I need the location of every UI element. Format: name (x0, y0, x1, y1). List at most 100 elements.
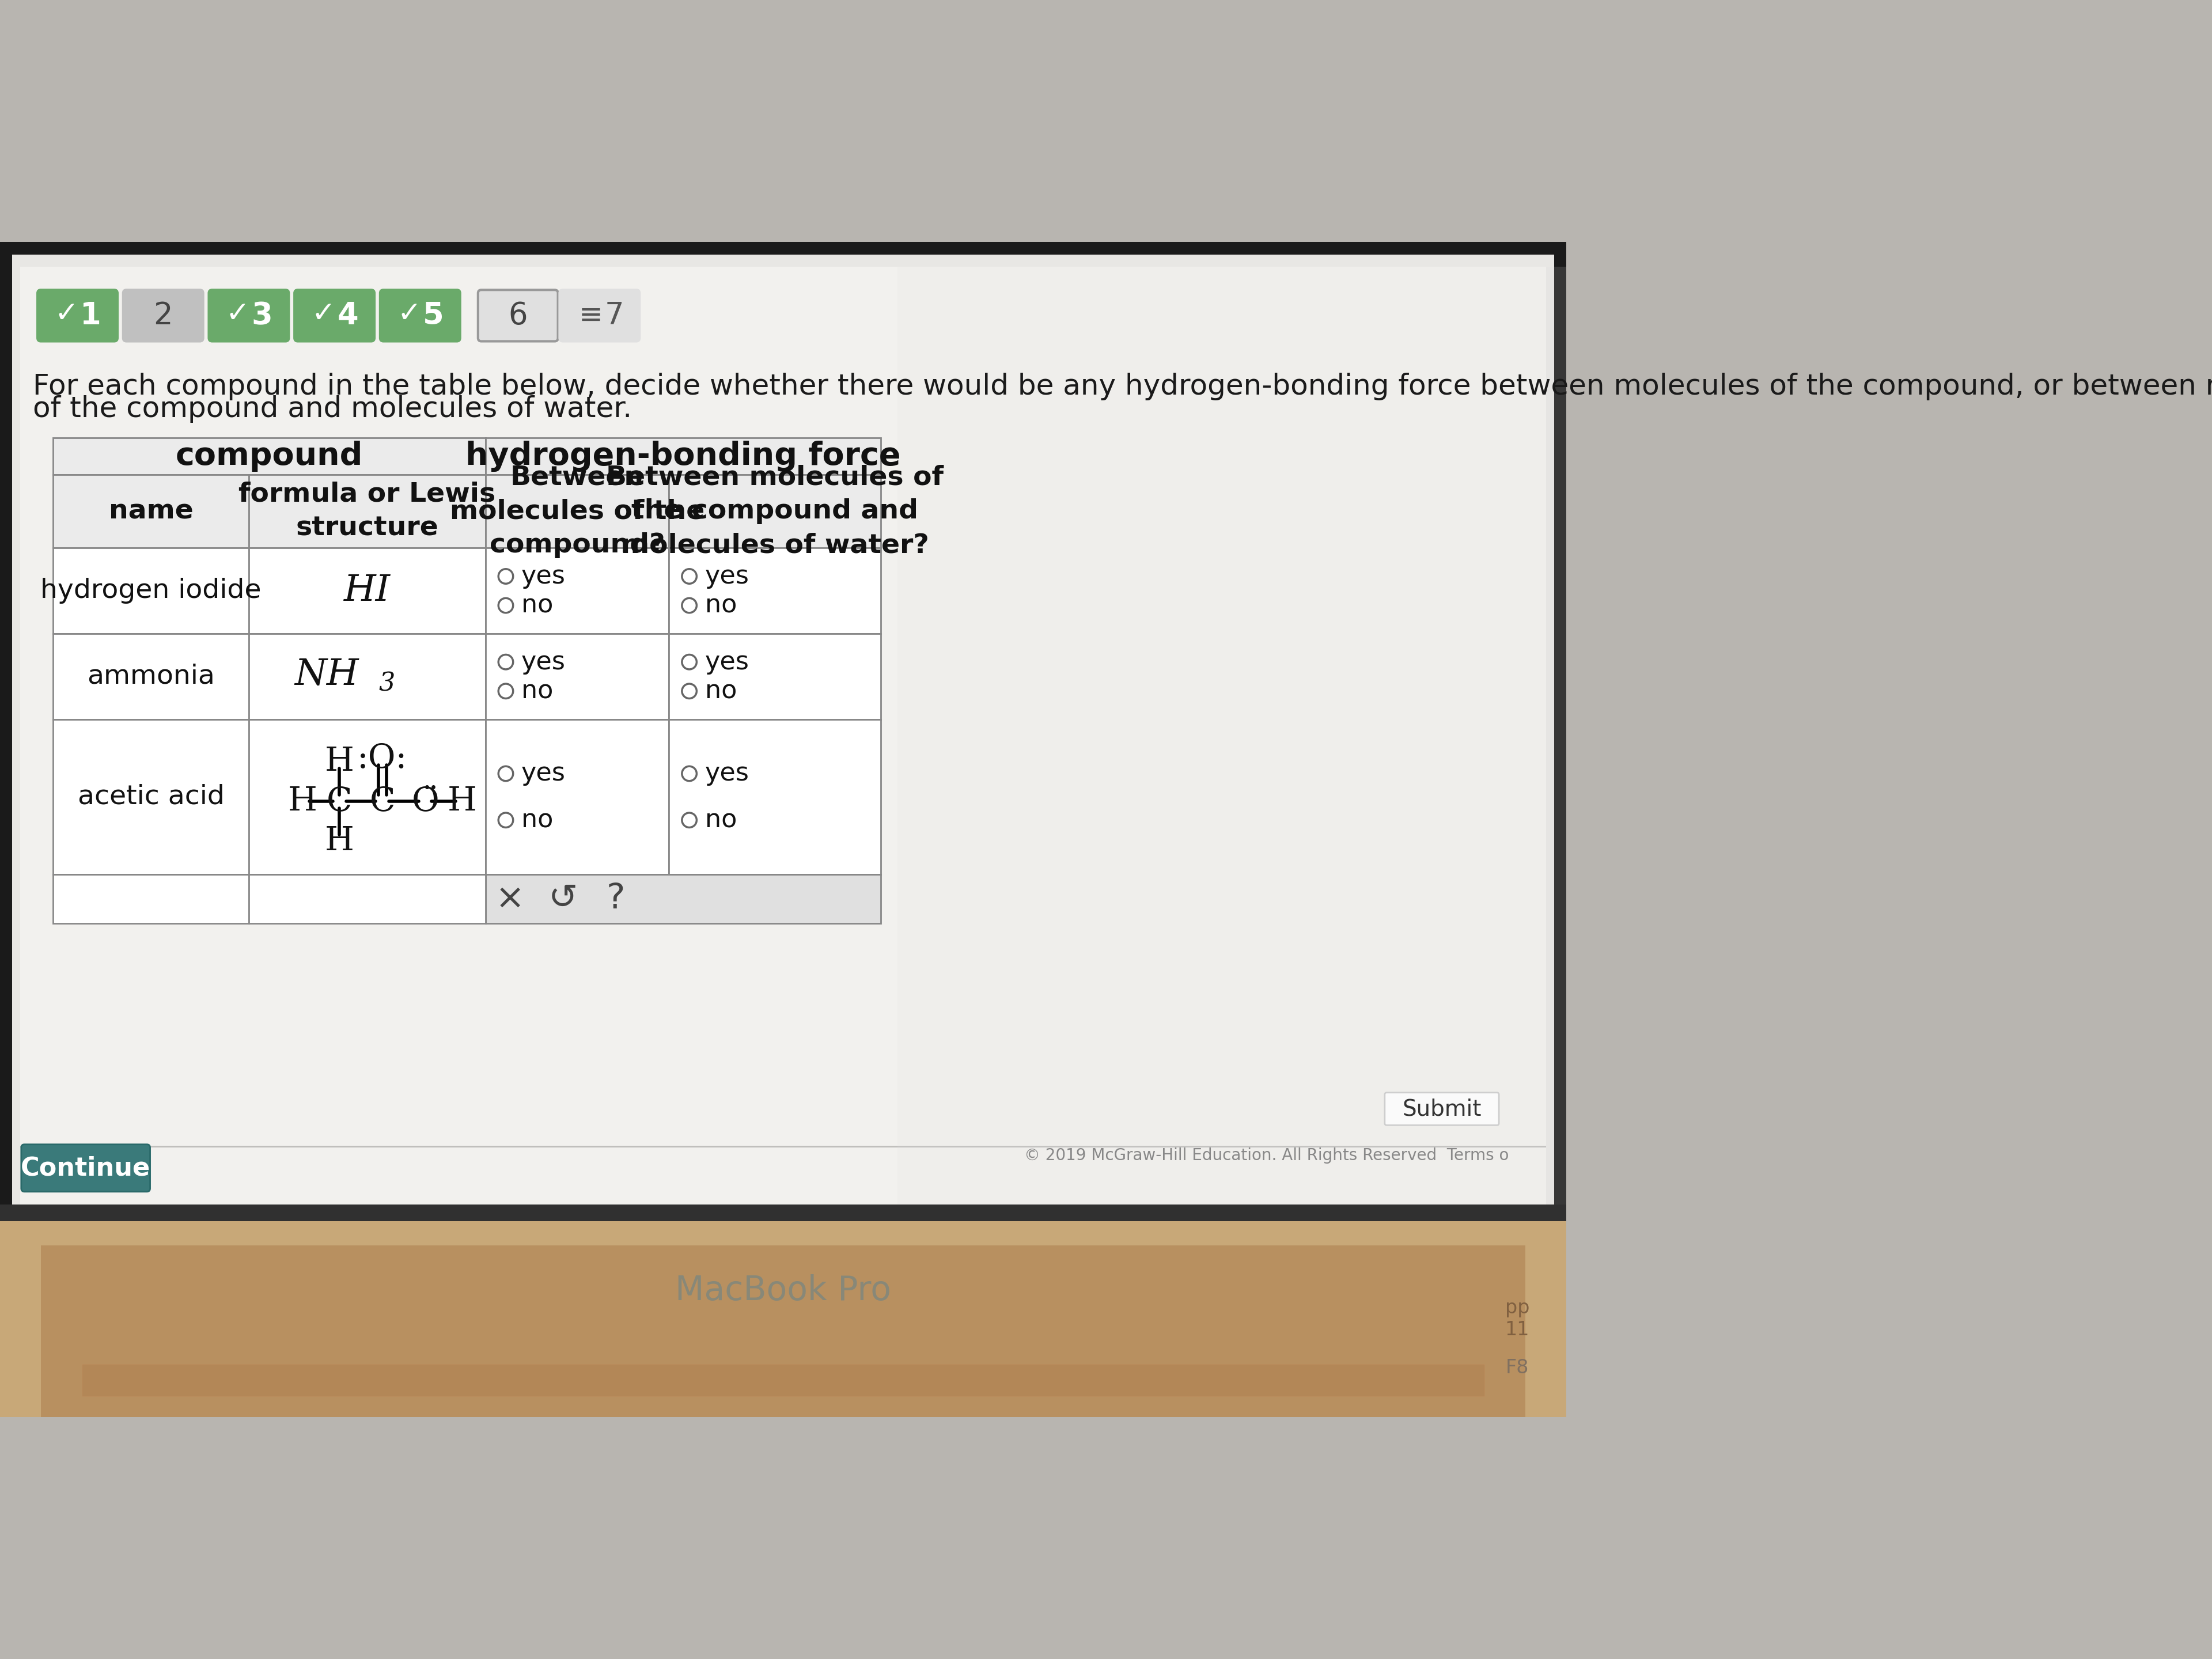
Bar (668, 634, 880, 720)
Circle shape (498, 766, 513, 781)
Circle shape (681, 766, 697, 781)
Text: Continue: Continue (20, 1156, 150, 1181)
Text: no: no (706, 679, 737, 703)
Text: no: no (706, 592, 737, 617)
Circle shape (681, 684, 697, 698)
Text: H: H (288, 785, 319, 818)
Polygon shape (40, 1246, 1526, 1417)
FancyBboxPatch shape (560, 290, 639, 342)
Text: :O:: :O: (358, 743, 407, 775)
Text: © 2019 McGraw-Hill Education. All Rights Reserved  Terms o: © 2019 McGraw-Hill Education. All Rights… (1024, 1148, 1509, 1165)
Text: name: name (108, 498, 192, 524)
Bar (248, 474, 484, 547)
Text: no: no (522, 679, 553, 703)
Polygon shape (0, 1204, 1566, 1417)
Text: hydrogen iodide: hydrogen iodide (40, 577, 261, 604)
Text: no: no (706, 808, 737, 833)
Text: H: H (325, 825, 354, 858)
Bar (53, 438, 484, 474)
Bar (53, 474, 248, 547)
Text: C: C (369, 785, 396, 818)
Polygon shape (898, 267, 1566, 1204)
Bar (668, 547, 880, 634)
Text: MacBook Pro: MacBook Pro (675, 1274, 891, 1307)
Bar (248, 547, 484, 634)
Bar (484, 634, 668, 720)
Circle shape (681, 655, 697, 669)
Text: yes: yes (706, 761, 750, 786)
Circle shape (681, 569, 697, 584)
Text: acetic acid: acetic acid (77, 785, 223, 810)
FancyBboxPatch shape (38, 290, 117, 342)
Text: ✓: ✓ (226, 300, 250, 328)
Text: Ö: Ö (411, 785, 438, 818)
Text: 4: 4 (336, 300, 358, 330)
FancyBboxPatch shape (380, 290, 460, 342)
Text: HI: HI (343, 572, 389, 609)
Text: Between molecules of
the compound and
molecules of water?: Between molecules of the compound and mo… (606, 465, 945, 559)
Text: formula or Lewis
structure: formula or Lewis structure (239, 481, 495, 541)
Circle shape (681, 813, 697, 828)
Bar (668, 720, 880, 874)
FancyBboxPatch shape (13, 254, 1555, 1209)
Bar (53, 720, 248, 874)
FancyBboxPatch shape (20, 267, 1546, 1204)
FancyBboxPatch shape (478, 290, 557, 342)
Text: ↺: ↺ (549, 883, 577, 916)
Bar (248, 634, 484, 720)
Text: ✓: ✓ (312, 300, 336, 328)
FancyBboxPatch shape (0, 242, 1566, 1221)
FancyBboxPatch shape (124, 290, 204, 342)
Text: yes: yes (522, 564, 566, 589)
Text: Submit: Submit (1402, 1098, 1482, 1120)
Bar (0, 1204, 1566, 1221)
Bar (53, 634, 248, 720)
Text: 1: 1 (80, 300, 102, 330)
Text: 5: 5 (422, 300, 445, 330)
Text: hydrogen-bonding force: hydrogen-bonding force (465, 441, 900, 471)
Bar (484, 720, 668, 874)
Bar (248, 874, 484, 924)
Bar (53, 547, 248, 634)
Text: pp
11: pp 11 (1504, 1299, 1528, 1339)
Bar (484, 438, 880, 474)
Polygon shape (1427, 242, 1566, 275)
Circle shape (498, 813, 513, 828)
Circle shape (681, 599, 697, 612)
Text: of the compound and molecules of water.: of the compound and molecules of water. (33, 395, 633, 423)
Text: 3: 3 (252, 300, 272, 330)
Text: yes: yes (522, 650, 566, 674)
Bar (668, 474, 880, 547)
Text: ✓: ✓ (55, 300, 80, 328)
Bar (53, 874, 248, 924)
Bar (484, 874, 880, 924)
Text: ×: × (495, 883, 524, 916)
Text: NH: NH (294, 657, 358, 693)
Circle shape (498, 655, 513, 669)
Text: yes: yes (706, 564, 750, 589)
Text: 2: 2 (153, 300, 173, 330)
Text: ?: ? (606, 883, 626, 916)
Bar (484, 547, 668, 634)
FancyBboxPatch shape (294, 290, 374, 342)
Text: yes: yes (706, 650, 750, 674)
Text: yes: yes (522, 761, 566, 786)
Circle shape (498, 599, 513, 612)
FancyBboxPatch shape (208, 290, 290, 342)
Text: C: C (327, 785, 352, 818)
Text: 6: 6 (509, 300, 529, 330)
Text: ammonia: ammonia (86, 664, 215, 690)
Text: 3: 3 (378, 672, 396, 697)
Text: compound: compound (175, 441, 363, 471)
Bar (248, 720, 484, 874)
Text: no: no (522, 592, 553, 617)
Text: For each compound in the table below, decide whether there would be any hydrogen: For each compound in the table below, de… (33, 373, 2212, 400)
FancyBboxPatch shape (1385, 1093, 1500, 1125)
Text: Between
molecules of the
compound?: Between molecules of the compound? (449, 465, 703, 559)
Circle shape (498, 569, 513, 584)
Circle shape (498, 684, 513, 698)
Bar (82, 1364, 1484, 1397)
FancyBboxPatch shape (22, 1145, 150, 1191)
Bar (484, 474, 668, 547)
Text: ✓: ✓ (396, 300, 420, 328)
